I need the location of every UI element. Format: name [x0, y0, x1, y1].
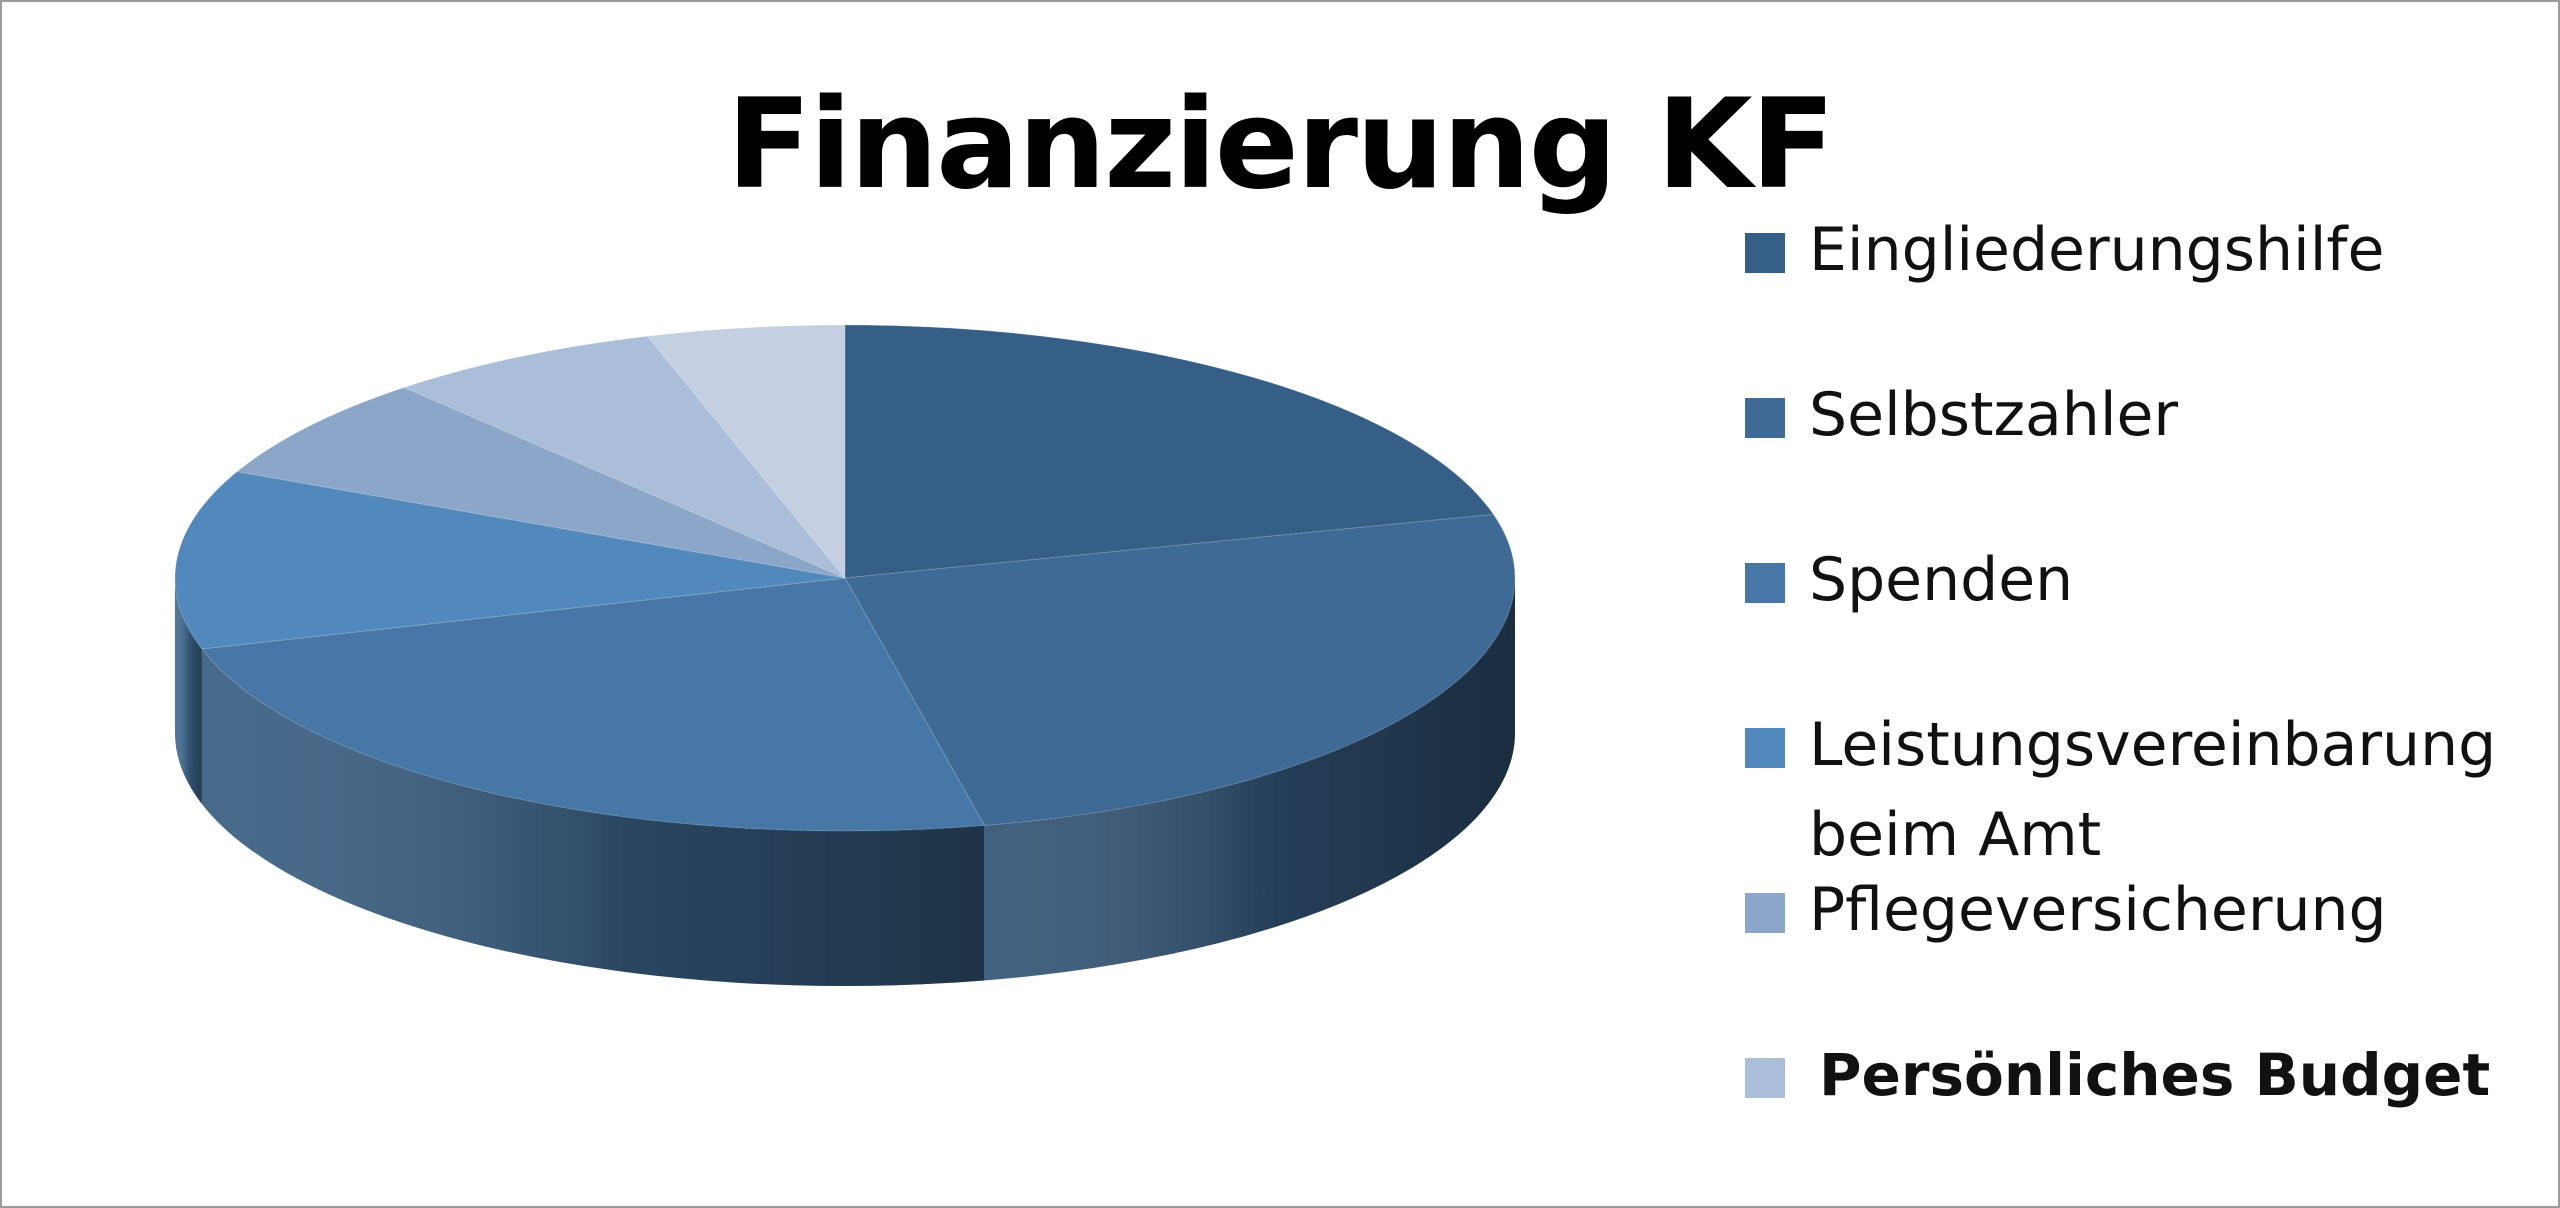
legend-label: Selbstzahler — [1809, 380, 2179, 450]
pie-slice-2 — [200, 577, 986, 832]
legend-swatch — [1745, 893, 1785, 933]
legend-label: Eingliederungshilfe — [1809, 215, 2385, 285]
legend-item-leistungsvereinbarung: Leistungsvereinbarung beim Amt — [1745, 700, 2549, 880]
legend-swatch — [1745, 1058, 1785, 1098]
legend-label: Spenden — [1809, 545, 2074, 615]
chart-title: Finanzierung KF — [726, 73, 1836, 217]
legend-item-pflegeversicherung: Pflegeversicherung — [1745, 865, 2549, 955]
pie-slice-3 — [174, 471, 846, 650]
pie-side-shade-3 — [175, 578, 202, 804]
pie-slice-5 — [402, 335, 846, 579]
pie-slice-4 — [235, 386, 846, 579]
legend-swatch — [1745, 233, 1785, 273]
legend-swatch — [1745, 398, 1785, 438]
legend-item-selbstzahler: Selbstzahler — [1745, 370, 2549, 460]
legend-item-spenden: Spenden — [1745, 535, 2549, 625]
legend-item-persoenliches-budget: Persönliches Budget — [1745, 1030, 2559, 1120]
pie-tops — [174, 324, 1516, 832]
pie-slice-1 — [844, 513, 1516, 826]
legend-item-eingliederungshilfe: Eingliederungshilfe — [1745, 205, 2549, 295]
legend-label: Leistungsvereinbarung beim Amt — [1809, 710, 2497, 870]
legend-swatch — [1745, 563, 1785, 603]
pie-slice-0 — [844, 324, 1495, 579]
pie-side-shade-2 — [201, 648, 985, 986]
pie-side-shade-1 — [984, 578, 1515, 981]
legend-label: Persönliches Budget — [1819, 1041, 2491, 1109]
legend-label: Pflegeversicherung — [1809, 875, 2387, 945]
pie-sides — [175, 578, 1515, 986]
legend-swatch — [1745, 728, 1785, 768]
pie-slice-6 — [646, 324, 846, 580]
